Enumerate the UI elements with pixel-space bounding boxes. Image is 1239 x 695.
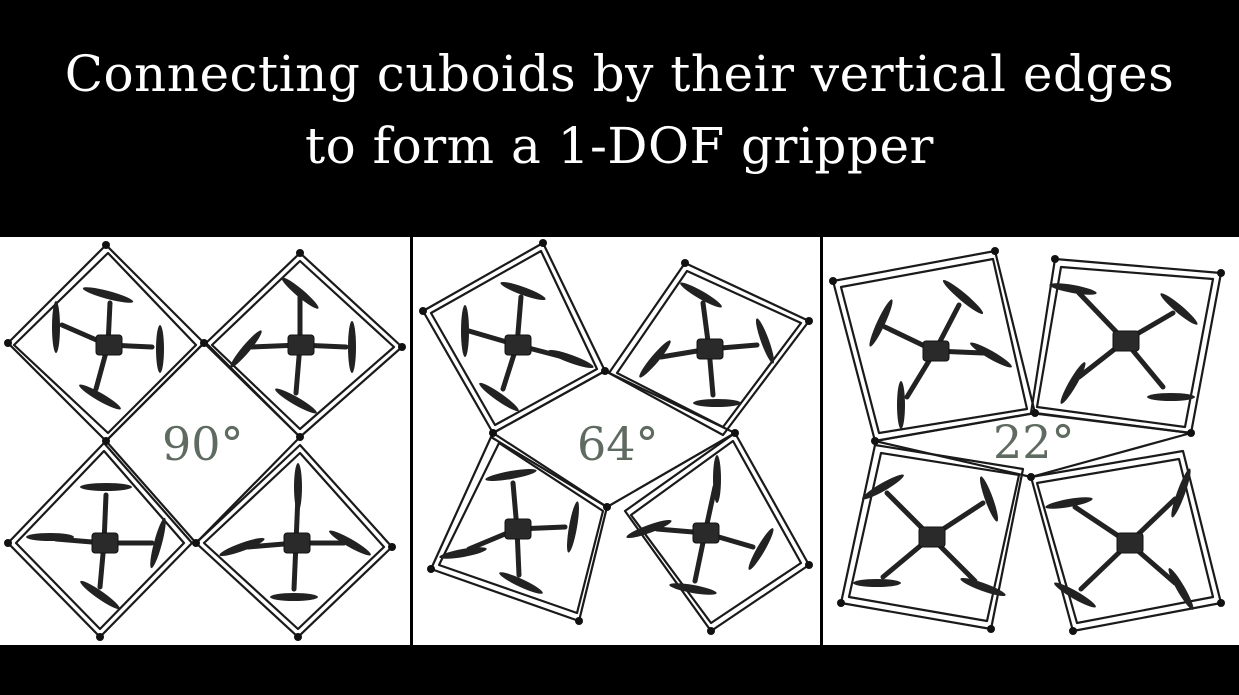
drone-7 xyxy=(439,469,579,594)
frame-nodes xyxy=(829,247,1225,635)
gripper-90-photo xyxy=(4,241,406,641)
figure-title: Connecting cuboids by their vertical edg… xyxy=(0,38,1239,182)
drone-12 xyxy=(1045,468,1194,610)
drone-6 xyxy=(639,282,775,407)
gripper-64-photo xyxy=(419,239,813,635)
title-line-1: Connecting cuboids by their vertical edg… xyxy=(64,45,1175,103)
drone-1 xyxy=(52,287,164,410)
drone-2 xyxy=(230,277,356,414)
gripper-22-photo xyxy=(829,247,1225,635)
drone-5 xyxy=(461,281,594,412)
drone-10 xyxy=(1049,283,1198,404)
frame-nodes xyxy=(4,241,406,641)
drone-8 xyxy=(626,455,774,595)
drone-11 xyxy=(853,474,1006,597)
panel-64-degrees: 64° xyxy=(413,237,820,645)
drone-9 xyxy=(869,280,1012,429)
angle-label-22: 22° xyxy=(993,415,1075,469)
frame-nodes xyxy=(419,239,813,635)
angle-label-90: 90° xyxy=(162,417,244,471)
title-line-2: to form a 1-DOF gripper xyxy=(305,117,934,175)
angle-label-64: 64° xyxy=(577,417,659,471)
panel-22-degrees: 22° xyxy=(823,237,1239,645)
panel-90-degrees: 90° xyxy=(0,237,410,645)
drone-3 xyxy=(26,483,166,610)
drone-4 xyxy=(219,463,371,601)
